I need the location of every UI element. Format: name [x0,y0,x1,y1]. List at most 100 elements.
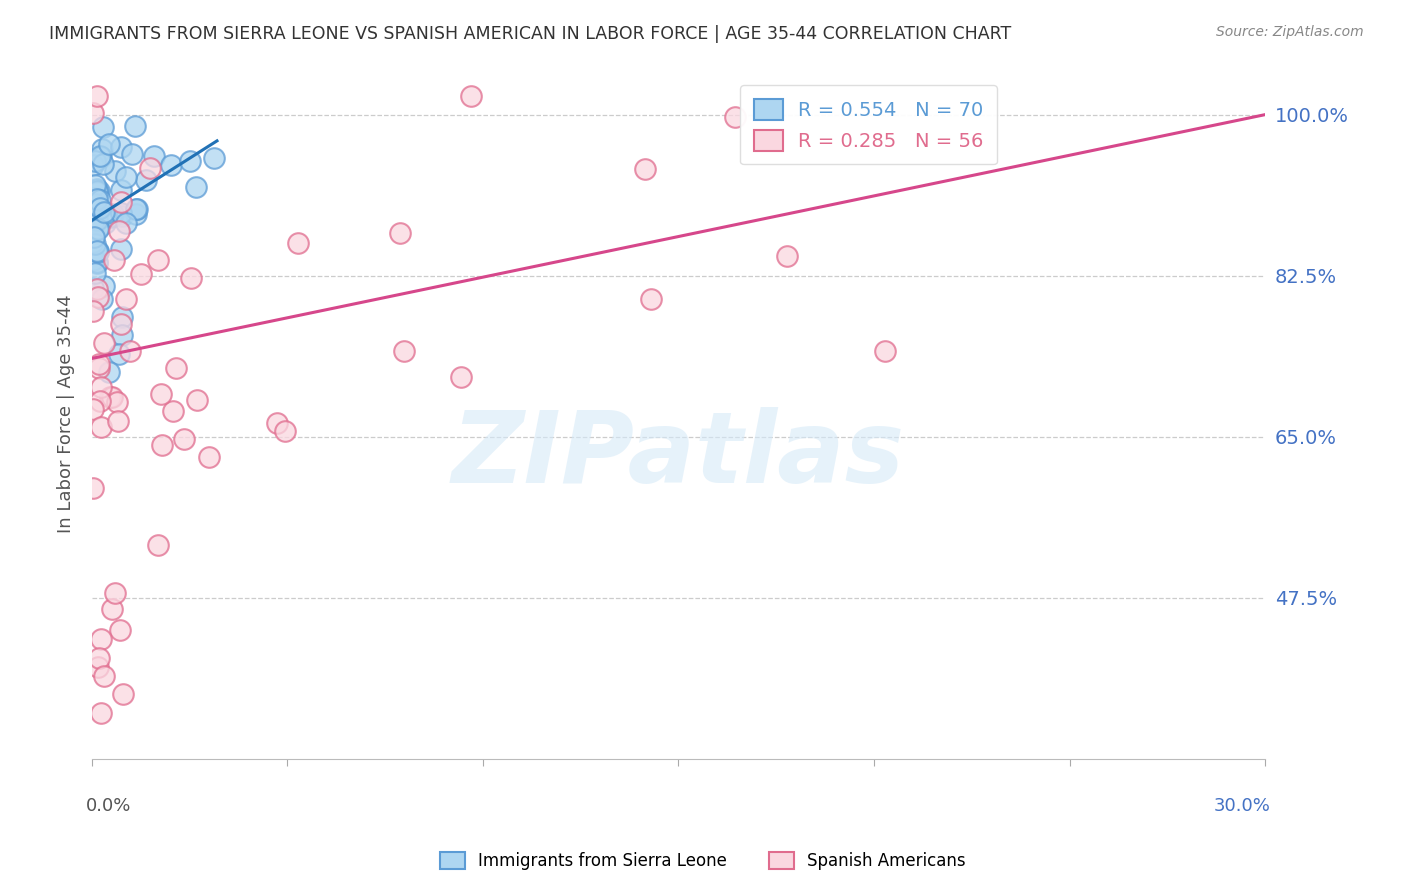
Point [100,209,122,223]
Legend: R = 0.554   N = 70, R = 0.285   N = 56: R = 0.554 N = 70, R = 0.285 N = 56 [740,85,997,164]
Point [139,161,162,175]
Point [110,242,132,256]
Point [82,481,104,495]
Point [105,395,128,409]
Point [150,438,173,452]
Text: IMMIGRANTS FROM SIERRA LEONE VS SPANISH AMERICAN IN LABOR FORCE | AGE 35-44 CORR: IMMIGRANTS FROM SIERRA LEONE VS SPANISH … [49,25,1011,43]
Point [450,370,472,384]
Point [640,292,662,306]
Point [86,282,108,296]
Point [83,199,105,213]
Point [89,193,111,207]
Point [129,267,152,281]
Point [86,182,108,196]
Point [148,252,170,267]
Point [94,206,117,220]
Point [100,210,122,224]
Point [198,450,221,464]
Point [87,184,110,198]
Point [86,184,108,198]
Text: Source: ZipAtlas.com: Source: ZipAtlas.com [1216,25,1364,39]
Point [89,419,111,434]
Point [91,292,114,306]
Point [180,270,202,285]
Point [173,433,195,447]
Point [90,142,112,156]
Point [93,204,115,219]
Point [86,244,108,258]
Point [118,343,141,358]
Point [89,149,111,163]
Point [104,586,127,600]
Point [104,164,127,178]
Point [82,227,104,241]
Point [93,669,115,683]
Point [91,120,114,134]
Point [873,343,896,358]
Point [90,150,112,164]
Point [287,236,309,251]
Point [111,209,134,223]
Point [110,206,132,220]
Point [125,202,148,216]
Point [86,185,108,199]
Point [86,214,108,228]
Point [107,224,129,238]
Point [89,358,111,372]
Point [124,119,146,133]
Point [179,153,201,168]
Point [87,244,110,258]
Point [84,207,107,221]
Point [98,390,121,404]
Point [87,360,110,375]
Point [93,279,115,293]
Point [776,248,799,262]
Point [86,213,108,227]
Point [84,236,107,251]
Point [82,106,104,120]
Point [115,292,138,306]
Point [266,416,288,430]
Point [93,216,115,230]
Point [84,211,107,226]
Point [634,161,657,176]
Point [83,223,105,237]
Point [86,89,108,103]
Point [135,173,157,187]
Point [274,425,297,439]
Point [110,194,132,209]
Point [107,414,129,428]
Point [125,207,148,221]
Point [103,252,125,267]
Point [110,317,132,331]
Point [108,623,131,637]
Point [86,221,108,235]
Point [83,154,105,169]
Point [90,632,112,647]
Point [115,169,138,184]
Point [111,328,134,343]
Point [86,255,108,269]
Point [97,365,120,379]
Text: 30.0%: 30.0% [1215,797,1271,814]
Point [184,179,207,194]
Point [87,244,110,259]
Point [127,202,149,216]
Point [460,89,482,103]
Point [91,157,114,171]
Point [111,310,134,324]
Point [150,386,173,401]
Point [89,202,111,216]
Point [111,687,134,701]
Point [121,147,143,161]
Point [86,255,108,269]
Point [89,393,111,408]
Point [108,347,131,361]
Point [82,281,104,295]
Point [202,151,225,165]
Point [97,136,120,151]
Legend: Immigrants from Sierra Leone, Spanish Americans: Immigrants from Sierra Leone, Spanish Am… [433,845,973,877]
Point [82,252,104,267]
Point [86,290,108,304]
Point [101,207,124,221]
